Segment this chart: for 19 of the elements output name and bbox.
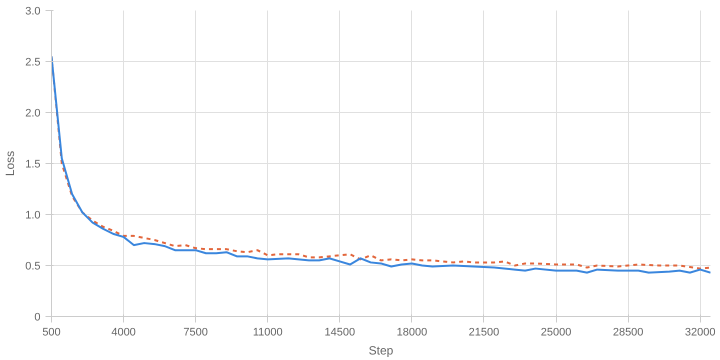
y-tick-label: 1.0 (25, 210, 41, 222)
x-tick-label: 32000 (684, 326, 716, 338)
y-tick-label: 3.0 (25, 6, 41, 18)
x-tick-label: 11000 (252, 326, 283, 338)
y-tick-label: 2.5 (25, 56, 41, 68)
x-tick-label: 28500 (612, 326, 644, 338)
x-tick-label: 14500 (324, 326, 356, 338)
x-tick-label: 25000 (540, 326, 572, 338)
x-tick-label: 4000 (111, 326, 136, 338)
x-axis-title: Step (368, 344, 394, 358)
y-tick-label: 2.0 (25, 108, 41, 120)
x-tick-label: 18000 (396, 326, 428, 338)
x-tick-label: 21500 (468, 326, 500, 338)
y-tick-label: 0 (34, 312, 41, 324)
x-tick-label: 7500 (183, 326, 208, 338)
y-tick-label: 0.5 (25, 260, 41, 272)
y-tick-label: 1.5 (25, 158, 41, 170)
x-tick-label: 500 (42, 326, 61, 338)
y-axis-title: Loss (3, 150, 18, 176)
